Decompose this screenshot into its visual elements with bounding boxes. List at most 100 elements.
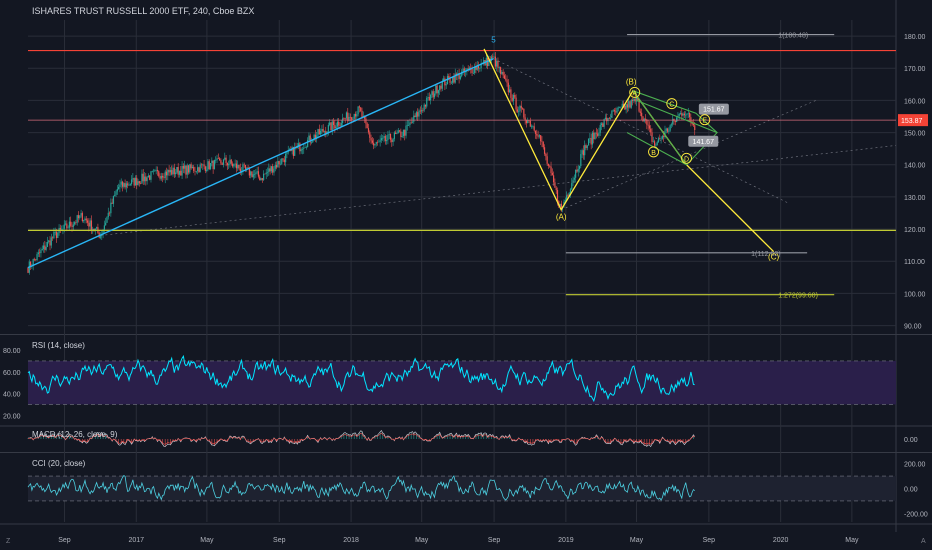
candle-body: [687, 112, 689, 114]
candle-body: [27, 267, 29, 273]
price-tick-label: 180.00: [904, 34, 926, 41]
price-tick-label: 170.00: [904, 66, 926, 73]
price-tick-label: 160.00: [904, 98, 926, 105]
candle-body: [608, 117, 610, 119]
candle-body: [479, 68, 481, 69]
channel-label-a: 151.67: [698, 103, 729, 115]
candle-body: [665, 128, 667, 131]
candle-body: [514, 94, 516, 98]
candle-body: [686, 113, 688, 115]
candle-body: [392, 138, 394, 143]
candle-body: [467, 68, 469, 70]
candle-body: [44, 245, 46, 250]
candle-body: [423, 104, 425, 111]
candle-body: [590, 138, 592, 145]
wave-label: (A): [556, 212, 567, 221]
candle-body: [669, 125, 671, 131]
candle-body: [219, 158, 221, 161]
candle-body: [586, 145, 588, 149]
candle-body: [609, 118, 612, 119]
candle-body: [217, 158, 219, 159]
candle-body: [285, 153, 287, 163]
candle-body: [524, 117, 526, 120]
candle-body: [672, 118, 674, 125]
candle-body: [648, 125, 651, 129]
candle-body: [360, 107, 362, 111]
candle-body: [347, 112, 349, 122]
candle-body: [323, 131, 326, 133]
candle-body: [361, 110, 363, 118]
candle-body: [142, 173, 144, 182]
cci-panel[interactable]: [27, 474, 896, 502]
candle-body: [387, 134, 389, 141]
candle-body: [537, 135, 539, 137]
price-tick-label: 140.00: [904, 163, 926, 170]
candle-body: [278, 161, 280, 165]
candle-body: [529, 120, 531, 127]
rsi-panel[interactable]: [27, 354, 896, 405]
candle-body: [71, 225, 73, 227]
candle-body: [331, 121, 333, 131]
x-tick-label: May: [415, 537, 429, 544]
candle-body: [577, 168, 579, 172]
candle-body: [191, 166, 194, 169]
candle-body: [688, 112, 691, 118]
candle-body: [615, 111, 617, 113]
dotted-trendline: [100, 145, 897, 236]
candle-body: [250, 171, 252, 176]
candle-body: [654, 141, 656, 146]
candle-body: [659, 138, 661, 140]
candle-body: [555, 187, 557, 191]
candle-body: [546, 156, 548, 164]
candle-body: [483, 60, 485, 63]
candle-body: [134, 177, 137, 186]
candle-body: [143, 176, 146, 182]
candle-body: [365, 118, 367, 124]
candle-body: [383, 135, 385, 138]
candle-body: [419, 110, 421, 112]
candle-body: [330, 122, 332, 131]
candle-body: [152, 170, 155, 172]
candle-body: [260, 178, 262, 181]
candle-body: [449, 78, 451, 83]
candle-body: [228, 164, 230, 166]
candle-body: [282, 158, 284, 160]
candle-body: [129, 184, 131, 186]
channel-label-b: 141.67: [688, 135, 719, 147]
candle-body: [208, 161, 210, 170]
candle-body: [344, 118, 346, 120]
candle-body: [261, 178, 263, 180]
candle-body: [624, 105, 626, 110]
rsi-tick-label: 40.00: [3, 392, 21, 399]
candle-body: [567, 195, 569, 197]
price-panel[interactable]: 1(180.48) 1(112.62) 1.272(99.60) 151.67 141.…: [27, 33, 897, 300]
candle-body: [111, 202, 113, 204]
candle-body: [39, 252, 41, 254]
candle-body: [600, 123, 603, 126]
candle-body: [239, 168, 241, 172]
candle-body: [257, 171, 260, 177]
candle-body: [572, 179, 574, 184]
x-tick-label: Sep: [488, 537, 501, 544]
current-price-tag[interactable]: [898, 114, 928, 127]
macd-panel[interactable]: [27, 429, 695, 448]
candle-body: [621, 103, 623, 107]
price-tick-label: 130.00: [904, 195, 926, 202]
candle-body: [316, 135, 318, 139]
candle-body: [398, 130, 401, 132]
candle-body: [505, 78, 507, 80]
dotted-trendline: [561, 100, 817, 211]
candle-body: [497, 60, 499, 68]
candle-body: [70, 221, 72, 226]
candle-body: [462, 68, 464, 72]
candle-body: [440, 85, 442, 89]
candle-body: [215, 159, 217, 161]
candle-body: [40, 250, 42, 254]
candle-body: [77, 215, 80, 219]
candle-body: [165, 171, 168, 176]
candle-body: [531, 126, 533, 127]
macd-tick-label: 0.00: [904, 437, 918, 444]
candle-body: [389, 133, 392, 140]
candle-body: [171, 170, 173, 175]
candle-body: [140, 183, 142, 184]
